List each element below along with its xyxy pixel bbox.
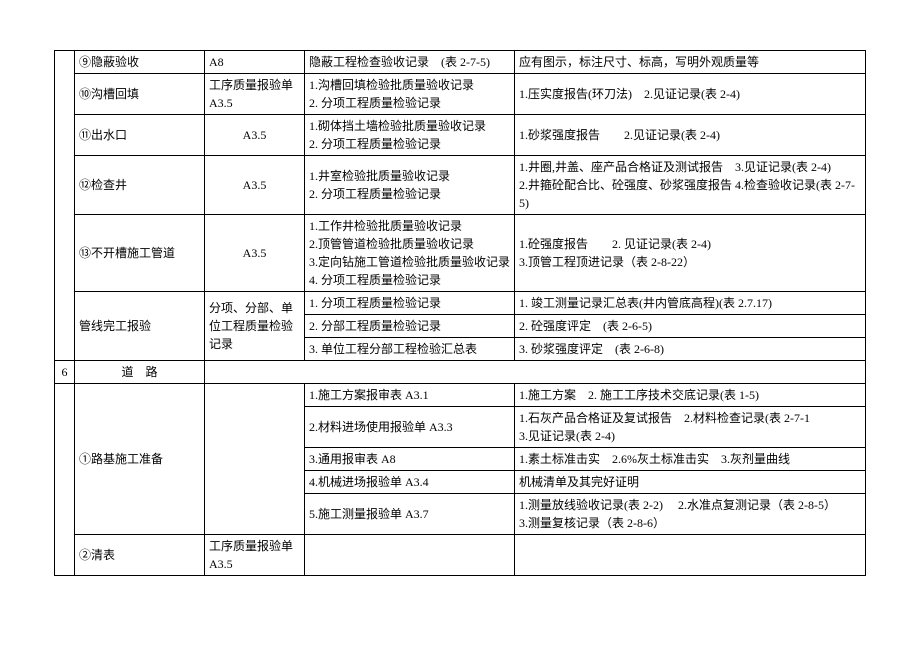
notes: 机械清单及其完好证明 [515, 471, 866, 494]
notes: 1.测量放线验收记录(表 2-2) 2.水准点复测记录（表 2-8-5）3.测量… [515, 494, 866, 535]
section-title: 道 路 [75, 361, 205, 384]
group-num-blank [55, 384, 75, 576]
notes: 1. 竣工测量记录汇总表(井内管底高程)(表 2.7.17) [515, 292, 866, 315]
notes: 1.井圈,井盖、座产品合格证及测试报告 3.见证记录(表 2-4)2.井箍砼配合… [515, 156, 866, 215]
record-name: 2.材料进场使用报验单 A3.3 [305, 407, 515, 448]
item-name: 管线完工报验 [75, 292, 205, 361]
record-name [305, 535, 515, 576]
notes [515, 535, 866, 576]
table-row: 6道 路 [55, 361, 866, 384]
item-name: ⑬不开槽施工管道 [75, 215, 205, 292]
section-blank [205, 361, 866, 384]
table-row: ⑬不开槽施工管道A3.51.工作井检验批质量验收记录2.顶管管道检验批质量验收记… [55, 215, 866, 292]
table-row: 管线完工报验分项、分部、单位工程质量检验记录1. 分项工程质量检验记录1. 竣工… [55, 292, 866, 315]
notes: 1.素土标准击实 2.6%灰土标准击实 3.灰剂量曲线 [515, 448, 866, 471]
construction-records-table: ⑨隐蔽验收A8隐蔽工程检查验收记录 (表 2-7-5)应有图示，标注尺寸、标高，… [54, 50, 866, 576]
item-name: ⑩沟槽回填 [75, 74, 205, 115]
form-code: A8 [205, 51, 305, 74]
record-name: 3. 单位工程分部工程检验汇总表 [305, 338, 515, 361]
notes: 3. 砂浆强度评定 (表 2-6-8) [515, 338, 866, 361]
table-row: ⑪出水口A3.51.砌体挡土墙检验批质量验收记录2. 分项工程质量检验记录1.砂… [55, 115, 866, 156]
form-code: A3.5 [205, 115, 305, 156]
record-name: 1. 分项工程质量检验记录 [305, 292, 515, 315]
form-code: A3.5 [205, 156, 305, 215]
notes: 1.砂浆强度报告 2.见证记录(表 2-4) [515, 115, 866, 156]
notes: 1.施工方案 2. 施工工序技术交底记录(表 1-5) [515, 384, 866, 407]
record-name: 5.施工测量报验单 A3.7 [305, 494, 515, 535]
form-code: 工序质量报验单 A3.5 [205, 74, 305, 115]
record-name: 1.砌体挡土墙检验批质量验收记录2. 分项工程质量检验记录 [305, 115, 515, 156]
item-name: ②清表 [75, 535, 205, 576]
notes: 1.压实度报告(环刀法) 2.见证记录(表 2-4) [515, 74, 866, 115]
table-row: ⑫检查井A3.51.井室检验批质量验收记录2. 分项工程质量检验记录1.井圈,井… [55, 156, 866, 215]
record-name: 2. 分部工程质量检验记录 [305, 315, 515, 338]
record-name: 1.井室检验批质量验收记录2. 分项工程质量检验记录 [305, 156, 515, 215]
record-name: 1.工作井检验批质量验收记录2.顶管管道检验批质量验收记录3.定向钻施工管道检验… [305, 215, 515, 292]
group-num-blank [55, 51, 75, 361]
form-code: A3.5 [205, 215, 305, 292]
table-row: ①路基施工准备1.施工方案报审表 A3.11.施工方案 2. 施工工序技术交底记… [55, 384, 866, 407]
form-code: 分项、分部、单位工程质量检验记录 [205, 292, 305, 361]
notes: 1.砼强度报告 2. 见证记录(表 2-4)3.顶管工程顶进记录（表 2-8-2… [515, 215, 866, 292]
notes: 2. 砼强度评定 (表 2-6-5) [515, 315, 866, 338]
item-name: ⑫检查井 [75, 156, 205, 215]
item-name: ⑨隐蔽验收 [75, 51, 205, 74]
record-name: 隐蔽工程检查验收记录 (表 2-7-5) [305, 51, 515, 74]
record-name: 3.通用报审表 A8 [305, 448, 515, 471]
table-row: ⑩沟槽回填工序质量报验单 A3.51.沟槽回填检验批质量验收记录2. 分项工程质… [55, 74, 866, 115]
item-name: ⑪出水口 [75, 115, 205, 156]
record-name: 4.机械进场报验单 A3.4 [305, 471, 515, 494]
form-code [205, 384, 305, 535]
record-name: 1.沟槽回填检验批质量验收记录2. 分项工程质量检验记录 [305, 74, 515, 115]
notes: 1.石灰产品合格证及复试报告 2.材料检查记录(表 2-7-13.见证记录(表 … [515, 407, 866, 448]
form-code: 工序质量报验单 A3.5 [205, 535, 305, 576]
record-name: 1.施工方案报审表 A3.1 [305, 384, 515, 407]
notes: 应有图示，标注尺寸、标高，写明外观质量等 [515, 51, 866, 74]
item-name: ①路基施工准备 [75, 384, 205, 535]
table-row: ②清表工序质量报验单 A3.5 [55, 535, 866, 576]
section-num: 6 [55, 361, 75, 384]
table-row: ⑨隐蔽验收A8隐蔽工程检查验收记录 (表 2-7-5)应有图示，标注尺寸、标高，… [55, 51, 866, 74]
